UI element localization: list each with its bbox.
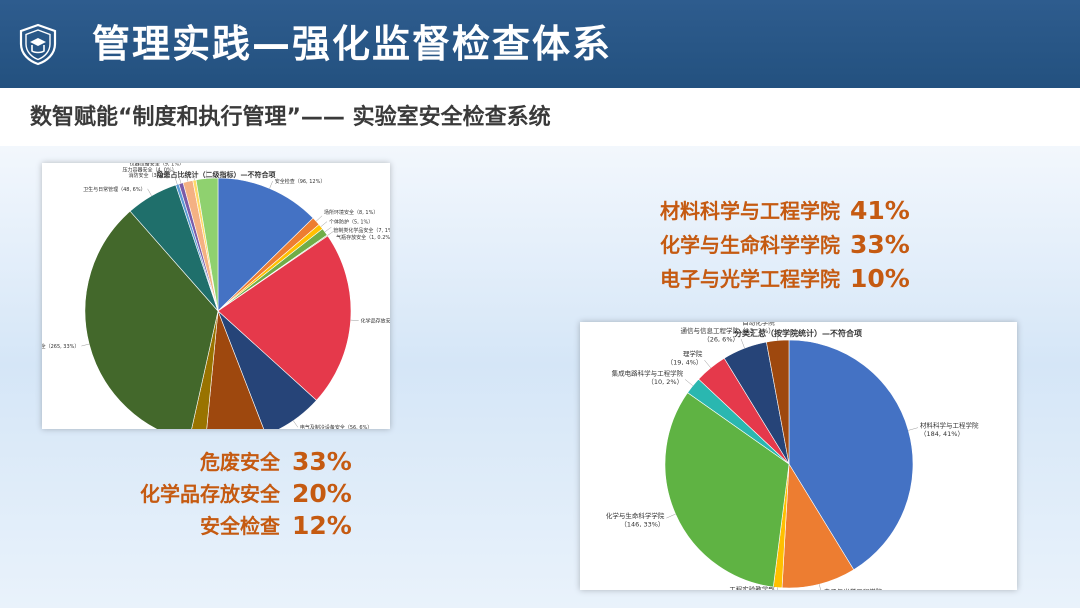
slice-label: 消防安全（3, 0%） [129,172,173,179]
slice-label: 化学与生命科学学院 [606,511,665,520]
pie-slice [781,463,855,589]
slice-value-label: （13, 3%） [739,327,775,335]
slice-label: 仪器设备安全（9, 1%） [130,163,184,168]
leader-line [324,226,332,233]
leader-line [320,221,328,227]
slice-label: 电子与光学工程学院 [824,587,883,590]
college-highlight-row: 材料科学与工程学院 41% [622,194,922,228]
college-highlight-row: 电子与光学工程学院 10% [622,262,922,296]
highlight-percent: 10% [850,264,910,293]
slice-label: 集成电路科学与工程学院 [612,368,684,377]
pie-slice [788,339,914,571]
leader-line [315,215,323,222]
hazard-highlight-row: 安全检查 12% [40,510,360,542]
slice-label: 工程实验教学部 [729,584,775,590]
highlight-name: 危废安全 [200,450,280,474]
leader-line [174,176,178,185]
leader-line [819,584,821,590]
highlight-name: 电子与光学工程学院 [660,267,840,291]
slice-label: 场所环境安全（8, 1%） [324,209,378,216]
pie-slice [664,392,790,588]
highlight-percent: 41% [850,196,910,225]
hazard-pie-chart-card: 隐患占比统计（二级指标）—不符合项 安全检查（96, 12%） 场所环境安全（8, … [42,163,390,429]
leader-line [350,319,359,321]
subtitle-band [0,88,1080,146]
university-seal-icon [19,23,57,66]
highlight-percent: 20% [292,479,352,508]
leader-line [147,188,152,196]
slice-label: 化学品存放安全（161, 20%） [361,318,390,325]
chart-title: 分类汇总（按学院统计）—不符合项 [734,328,862,338]
slice-value-label: （146, 33%） [620,521,664,529]
highlight-name: 材料科学与工程学院 [660,199,840,223]
leader-line [206,170,208,179]
leader-line [666,513,676,519]
leader-line [178,175,182,184]
page-title: 管理实践—强化监督检查体系 [92,22,613,66]
slice-label: 管制类化学品安全（7, 1%） [333,227,390,234]
pie-slice [217,235,352,401]
slice-value-label: （184, 41%） [920,430,964,438]
highlight-name: 安全检查 [200,514,280,538]
slice-label: 电气及制冷设备安全（56, 6%） [300,424,372,429]
highlight-name: 化学与生命科学学院 [660,233,840,257]
slice-label: 个体防护（5, 1%） [329,219,373,226]
leader-line [293,420,299,428]
slice-value-label: （19, 4%） [667,359,703,367]
leader-line [777,587,778,590]
slice-label: 气瓶存放安全（1, 0.2%） [336,234,390,241]
highlight-percent: 12% [292,511,352,540]
pie-slice [217,310,317,429]
slice-label: 危废安全（265, 33%） [42,343,79,350]
leader-line [684,379,693,386]
highlight-percent: 33% [292,447,352,476]
pie-slice [206,310,265,429]
chart-title: 隐患占比统计（二级指标）—不符合项 [157,170,276,179]
leader-line [908,427,919,431]
highlight-name: 化学品存放安全 [140,482,280,506]
header-band: 管理实践—强化监督检查体系 [0,0,1080,88]
leader-line [740,338,745,349]
leader-line [81,343,90,347]
slice-label: 卫生与日常管理（48, 6%） [83,186,145,193]
slice-label: 压力容器安全（4, 0%） [122,167,176,174]
slice-value-label: （26, 6%） [703,335,739,343]
slide-subtitle: 数智赋能“制度和执行管理”—— 实验室安全检查系统 [30,105,551,130]
college-highlight-row: 化学与生命科学学院 33% [622,228,922,262]
leader-line [776,330,778,341]
pie-slice [84,210,219,429]
slice-value-label: （10, 2%） [647,378,683,386]
highlight-percent: 33% [850,230,910,259]
slice-label: 安全检查（96, 12%） [275,178,326,185]
slice-label: 自动化学院 [742,322,775,327]
leader-line [704,359,711,368]
leader-line [327,230,335,236]
leader-line [269,180,273,189]
slice-label: 通信与信息工程学院 [681,326,740,335]
pie-slice [217,177,314,312]
hazard-highlight-row: 危废安全 33% [40,446,360,478]
slice-label: 理学院 [683,349,703,358]
leader-line [185,173,189,182]
leader-line [192,172,195,181]
hazard-highlight-row: 化学品存放安全 20% [40,478,360,510]
slice-label: 材料科学与工程学院 [920,421,979,430]
